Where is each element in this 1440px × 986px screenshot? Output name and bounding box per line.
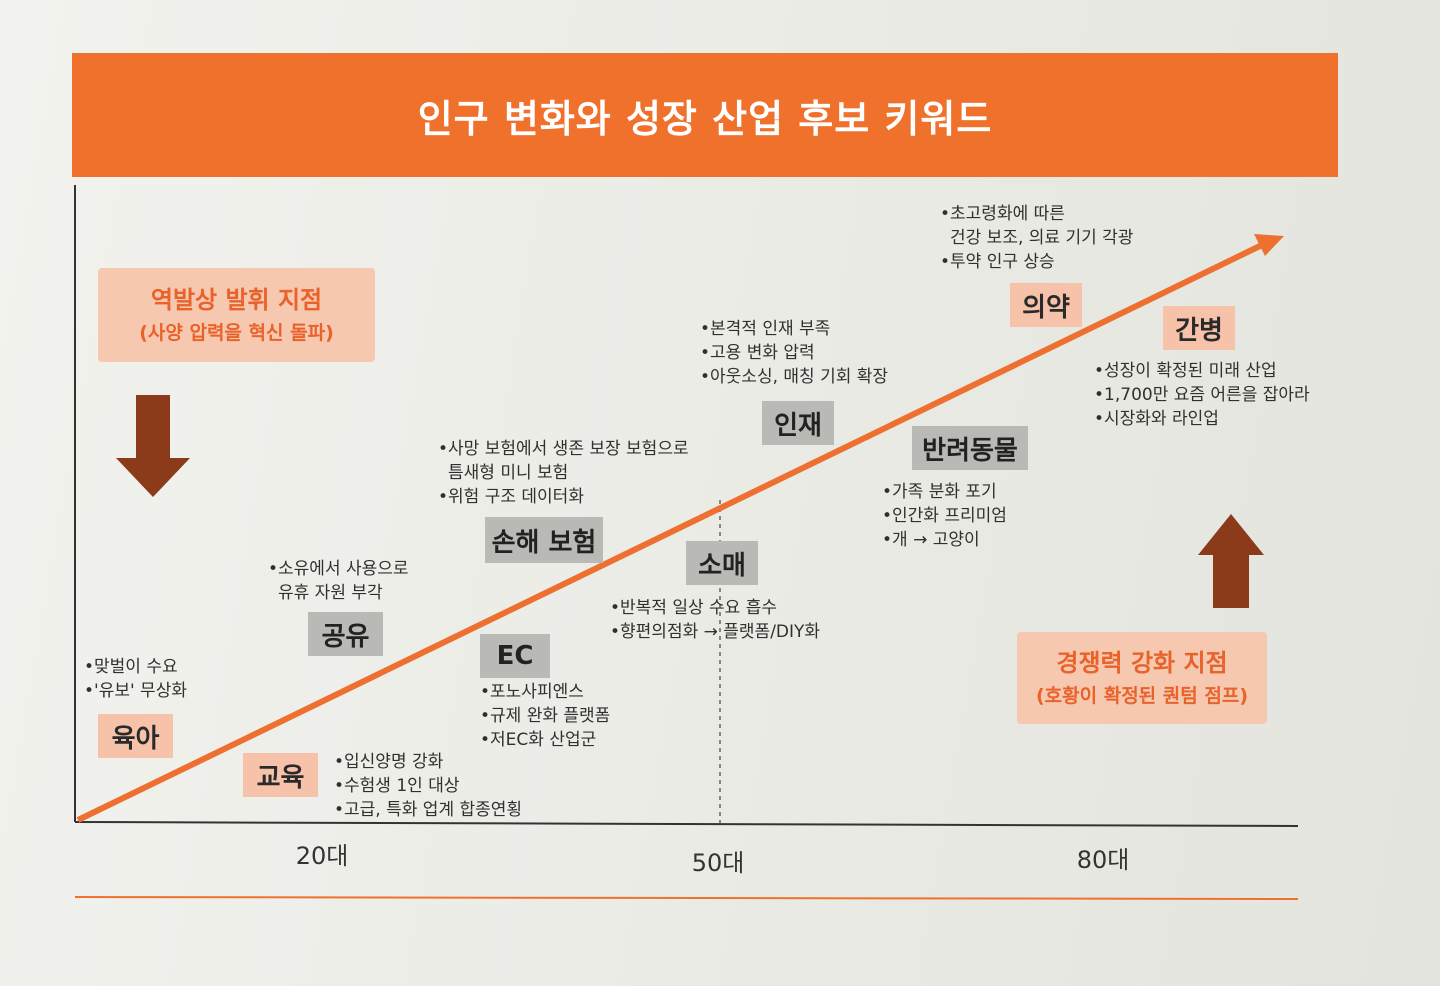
- tick-20s: 20대: [295, 842, 349, 870]
- up-arrow-icon: [1198, 514, 1264, 608]
- notes-uiyak: •초고령화에 따른 건강 보조, 의료 기기 각광 •투약 인구 상승: [940, 202, 1133, 274]
- growth-arrow-line: [76, 242, 1264, 823]
- note-line: •포노사피엔스: [480, 682, 584, 702]
- notes-gongyu: •소유에서 사용으로 유휴 자원 부각: [268, 557, 409, 605]
- note-line: •시장화와 라인업: [1094, 409, 1219, 429]
- keyword-ec: EC: [480, 634, 550, 678]
- keyword-injae: 인재: [762, 401, 834, 445]
- keyword-ganbyeong: 간병: [1163, 306, 1235, 350]
- note-line: •1,700만 요즘 어른을 잡아라: [1094, 385, 1310, 405]
- note-line: •아웃소싱, 매칭 기회 확장: [700, 367, 889, 387]
- tick-80s: 80대: [1076, 846, 1130, 874]
- note-line: 틈새형 미니 보험: [448, 463, 569, 483]
- callout-compete-title: 경쟁력 강화 지점: [1056, 649, 1228, 677]
- note-line: 유휴 자원 부각: [278, 583, 383, 603]
- note-line: •사망 보험에서 생존 보장 보험으로: [438, 439, 689, 459]
- growth-arrow-head: [1254, 234, 1284, 256]
- notes-somae: •반복적 일상 수요 흡수 •향편의점화 → 플랫폼/DIY화: [610, 596, 820, 644]
- bottom-rule: [74, 896, 1299, 900]
- note-line: •저EC화 산업군: [480, 730, 597, 750]
- note-line: •가족 분화 포기: [882, 482, 997, 502]
- note-line: •인간화 프리미엄: [882, 506, 1007, 526]
- keyword-gongyu: 공유: [308, 612, 383, 656]
- tick-50s: 50대: [691, 849, 745, 877]
- note-line: •고용 변화 압력: [700, 343, 815, 363]
- page-title: 인구 변화와 성장 산업 후보 키워드: [72, 53, 1338, 177]
- keyword-somae: 소매: [686, 541, 758, 585]
- note-line: 건강 보조, 의료 기기 각광: [950, 228, 1134, 248]
- notes-injae: •본격적 인재 부족 •고용 변화 압력 •아웃소싱, 매칭 기회 확장: [700, 317, 888, 389]
- note-line: •위험 구조 데이터화: [438, 487, 584, 507]
- callout-reverse-subtitle: (사양 압력을 혁신 돌파): [139, 322, 334, 344]
- keyword-banryeo: 반려동물: [912, 426, 1028, 470]
- callout-compete-subtitle: (호황이 확정된 퀀텀 점프): [1035, 685, 1248, 707]
- note-line: •개 → 고양이: [882, 530, 980, 550]
- notes-ec: •포노사피엔스 •규제 완화 플랫폼 •저EC화 산업군: [480, 680, 610, 752]
- down-arrow-icon: [116, 395, 190, 497]
- notes-banryeo: •가족 분화 포기 •인간화 프리미엄 •개 → 고양이: [882, 480, 1007, 552]
- note-line: •성장이 확정된 미래 산업: [1094, 361, 1277, 381]
- note-line: •본격적 인재 부족: [700, 319, 831, 339]
- keyword-gyoyuk: 교육: [243, 753, 318, 797]
- keyword-sonhae: 손해 보험: [485, 517, 603, 563]
- note-line: •규제 완화 플랫폼: [480, 706, 611, 726]
- callout-compete: 경쟁력 강화 지점 (호황이 확정된 퀀텀 점프): [1017, 632, 1267, 724]
- note-line: •소유에서 사용으로: [268, 559, 409, 579]
- note-line: •수험생 1인 대상: [334, 776, 460, 796]
- notes-yuga: •맞벌이 수요 •'유보' 무상화: [84, 655, 187, 703]
- notes-gyoyuk: •입신양명 강화 •수험생 1인 대상 •고급, 특화 업계 합종연횡: [334, 750, 522, 822]
- notes-ganbyeong: •성장이 확정된 미래 산업 •1,700만 요즘 어른을 잡아라 •시장화와 …: [1094, 359, 1310, 431]
- note-line: •투약 인구 상승: [940, 252, 1055, 272]
- callout-reverse-title: 역발상 발휘 지점: [150, 286, 323, 314]
- note-line: •향편의점화 → 플랫폼/DIY화: [610, 622, 821, 642]
- note-line: •맞벌이 수요: [84, 657, 178, 677]
- note-line: •고급, 특화 업계 합종연횡: [334, 800, 523, 820]
- callout-reverse: 역발상 발휘 지점 (사양 압력을 혁신 돌파): [98, 268, 375, 362]
- note-line: •입신양명 강화: [334, 752, 444, 772]
- keyword-yuga: 육아: [98, 714, 173, 758]
- note-line: •초고령화에 따른: [940, 204, 1065, 224]
- keyword-uiyak: 의약: [1010, 283, 1082, 327]
- note-line: •'유보' 무상화: [84, 681, 187, 701]
- notes-sonhae: •사망 보험에서 생존 보장 보험으로 틈새형 미니 보험 •위험 구조 데이터…: [438, 437, 689, 509]
- x-axis: [74, 821, 1299, 827]
- note-line: •반복적 일상 수요 흡수: [610, 598, 777, 618]
